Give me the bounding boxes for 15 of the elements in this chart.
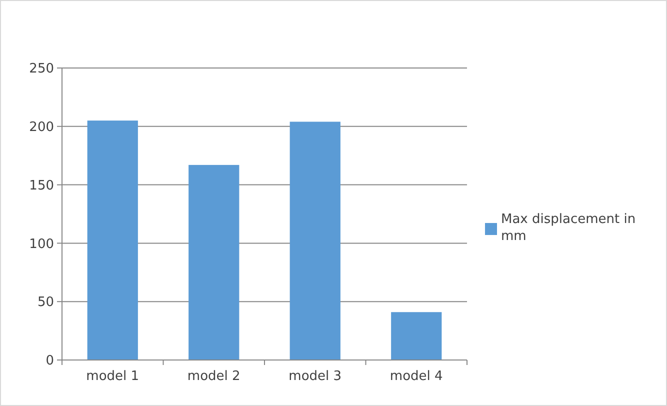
- x-tick-label: model 4: [390, 369, 443, 384]
- bar: [188, 164, 240, 360]
- y-tick-label: 150: [29, 178, 54, 194]
- legend-label: Max displacement in mm: [501, 212, 636, 244]
- y-tick-label: 100: [29, 236, 54, 252]
- x-tick-label: model 3: [288, 369, 342, 384]
- y-tick-label: 0: [46, 354, 54, 369]
- x-tick-label: model 2: [187, 369, 240, 384]
- y-tick-label: 200: [29, 120, 54, 135]
- bar: [290, 122, 340, 360]
- y-tick-label: 50: [37, 295, 54, 310]
- bar: [87, 120, 138, 360]
- y-tick-label: 250: [29, 62, 54, 77]
- bar: [391, 312, 442, 360]
- x-tick-label: model 1: [86, 369, 140, 384]
